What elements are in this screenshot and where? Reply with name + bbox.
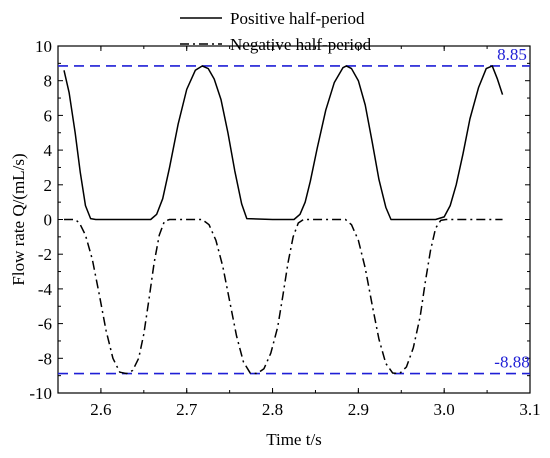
max-reference-label: 8.85 [497, 45, 527, 64]
y-tick-label: -4 [38, 280, 53, 299]
reference-lines: 8.85 -8.88 [58, 45, 530, 375]
axis-ticks [57, 45, 531, 394]
x-tick-label: 2.9 [348, 400, 369, 419]
y-tick-label: 8 [44, 72, 53, 91]
y-tick-label: -6 [38, 315, 52, 334]
negative-half-period-line [64, 218, 503, 375]
x-tick-label: 3.1 [519, 400, 540, 419]
y-tick-label: 2 [44, 176, 53, 195]
min-reference-label: -8.88 [494, 353, 529, 372]
axis-tick-labels: 2.6 2.7 2.8 2.9 3.0 3.1 10 8 6 4 2 0 -2 -4 -6 -8 -10 [29, 37, 540, 419]
y-tick-label: 4 [44, 141, 53, 160]
x-tick-label: 2.6 [90, 400, 111, 419]
x-tick-label: 2.8 [262, 400, 283, 419]
x-axis-label: Time t/s [266, 430, 322, 449]
y-tick-label: -10 [29, 384, 52, 403]
x-tick-label: 3.0 [434, 400, 455, 419]
legend-label-negative: Negative half-period [230, 35, 372, 54]
y-tick-label: 10 [35, 37, 52, 56]
data-series [63, 65, 504, 375]
y-tick-label: 0 [44, 211, 53, 230]
y-axis-label: Flow rate Q/(mL/s) [9, 153, 28, 285]
y-tick-label: 6 [44, 106, 53, 125]
y-tick-label: -2 [38, 245, 52, 264]
legend: Positive half-period Negative half-period [180, 9, 372, 54]
y-tick-label: -8 [38, 349, 52, 368]
positive-half-period-line [63, 65, 504, 221]
x-tick-label: 2.7 [176, 400, 198, 419]
legend-label-positive: Positive half-period [230, 9, 365, 28]
